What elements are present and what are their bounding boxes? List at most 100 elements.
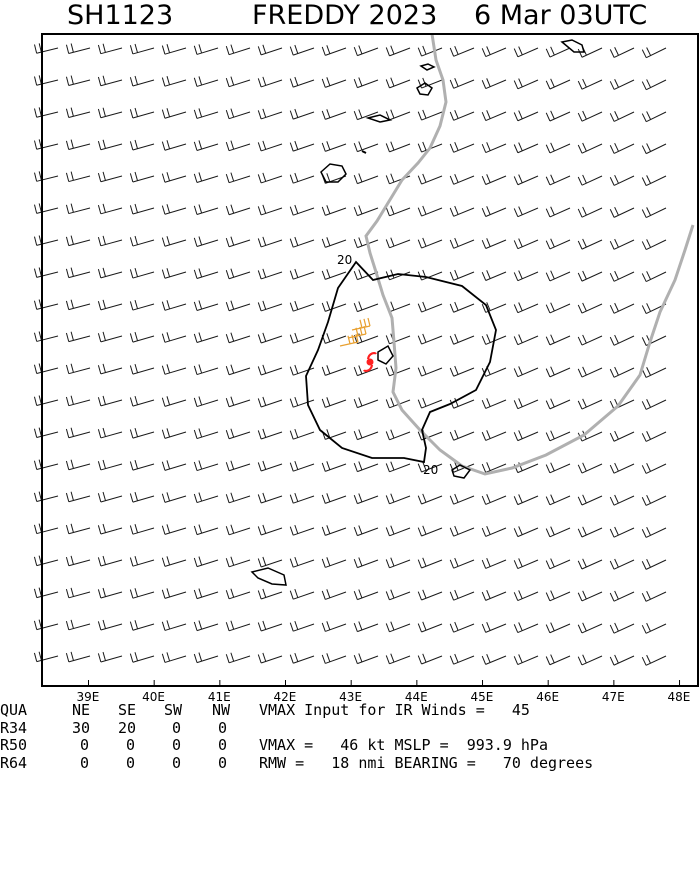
wind-barb (321, 141, 347, 152)
wind-barb (289, 140, 315, 152)
coastline (364, 33, 695, 476)
row-value: 0 (172, 718, 182, 737)
wind-barb (353, 109, 379, 121)
wind-barb (609, 79, 635, 90)
wind-barb (545, 110, 571, 122)
wind-barb (34, 43, 59, 54)
wind-barb (257, 172, 283, 184)
row-value: 30 (72, 718, 91, 737)
wind-barb (193, 204, 219, 215)
wind-contour-main (305, 260, 497, 464)
wind-barb (513, 334, 539, 346)
wind-barb (65, 587, 91, 599)
wind-barb (129, 620, 155, 631)
wind-barb (193, 396, 219, 408)
wind-barb (257, 140, 283, 152)
wind-barb (577, 78, 603, 90)
wind-barb (609, 238, 635, 250)
wind-barb (545, 206, 571, 218)
wind-barb (609, 366, 635, 378)
wind-barb (65, 267, 91, 279)
wind-barb (609, 111, 635, 122)
wind-barb (289, 652, 315, 664)
wind-barb (225, 556, 251, 568)
wind-barb (513, 430, 539, 442)
wind-barb (545, 302, 571, 314)
wind-barb (161, 140, 187, 151)
wind-barb (129, 556, 155, 567)
wind-barb (641, 47, 667, 59)
wind-barb (353, 397, 379, 409)
wind-barb (65, 651, 91, 663)
wind-barb (513, 398, 539, 410)
wind-barb (385, 45, 411, 57)
wind-barb (161, 652, 187, 663)
wind-barb (545, 462, 571, 474)
wind-barb-50kt (339, 333, 359, 347)
wind-barb (449, 45, 475, 57)
wind-barb (97, 267, 123, 279)
wind-barb (129, 331, 155, 343)
wind-barb (33, 107, 59, 118)
wind-barb (385, 205, 411, 217)
wind-barb (65, 139, 91, 151)
wind-barb (193, 588, 219, 600)
wind-barb (321, 397, 347, 408)
wind-barb (129, 460, 155, 471)
wind-contour-small-7 (250, 567, 287, 586)
wind-barb (161, 300, 187, 311)
header: SH1123 FREDDY 2023 6 Mar 03UTC (0, 0, 699, 34)
wind-barb (481, 622, 507, 633)
wind-barb (641, 431, 667, 442)
wind-barb (545, 398, 571, 410)
wind-barb (97, 363, 123, 375)
quad-se: SE (118, 701, 137, 719)
wind-barb (321, 333, 347, 344)
wind-barb (449, 589, 475, 601)
wind-contour-small-6 (451, 464, 472, 479)
wind-barb (353, 461, 379, 473)
wind-barb (641, 367, 667, 378)
wind-barb (97, 107, 123, 119)
rmw-bearing-info: RMW = 18 nmi BEARING = 70 degrees (259, 753, 594, 772)
wind-barb (129, 75, 155, 87)
wind-barb (257, 460, 283, 472)
wind-barb (65, 299, 91, 311)
wind-barb (449, 653, 475, 665)
wind-barb (193, 460, 219, 472)
wind-barb (513, 590, 539, 602)
wind-barb (353, 205, 379, 217)
wind-barb (257, 364, 283, 376)
wind-barb (545, 430, 571, 442)
wind-barb (385, 525, 411, 537)
wind-barb (193, 492, 219, 504)
wind-barb (641, 622, 667, 634)
datetime: 6 Mar 03UTC (474, 0, 648, 31)
wind-barb (289, 108, 315, 120)
lon-label: 48E (668, 690, 691, 702)
wind-barb (193, 172, 219, 183)
wind-barb (257, 332, 283, 344)
wind-barb (577, 494, 603, 506)
wind-barb (577, 238, 603, 250)
wind-barb (481, 526, 507, 537)
wind-barb (97, 75, 123, 87)
wind-barb (193, 620, 219, 632)
wind-barb (225, 652, 251, 664)
wind-barb (449, 525, 475, 537)
wind-barb (449, 333, 475, 345)
wind-barb (321, 621, 347, 632)
wind-barb (577, 270, 603, 282)
wind-barb (545, 590, 571, 602)
row-label: R64 (0, 753, 28, 772)
wind-barb (353, 557, 379, 569)
wind-barb (513, 366, 539, 378)
wind-barb (513, 654, 539, 666)
wind-barb (513, 302, 539, 314)
wind-barb (289, 428, 315, 440)
wind-barb (193, 44, 219, 55)
wind-barb (289, 588, 315, 600)
footer-row-r64: R64 0 0 0 0 RMW = 18 nmi BEARING = 70 de… (0, 753, 593, 773)
wind-barb (225, 492, 251, 504)
lon-label: 39E (77, 690, 100, 702)
